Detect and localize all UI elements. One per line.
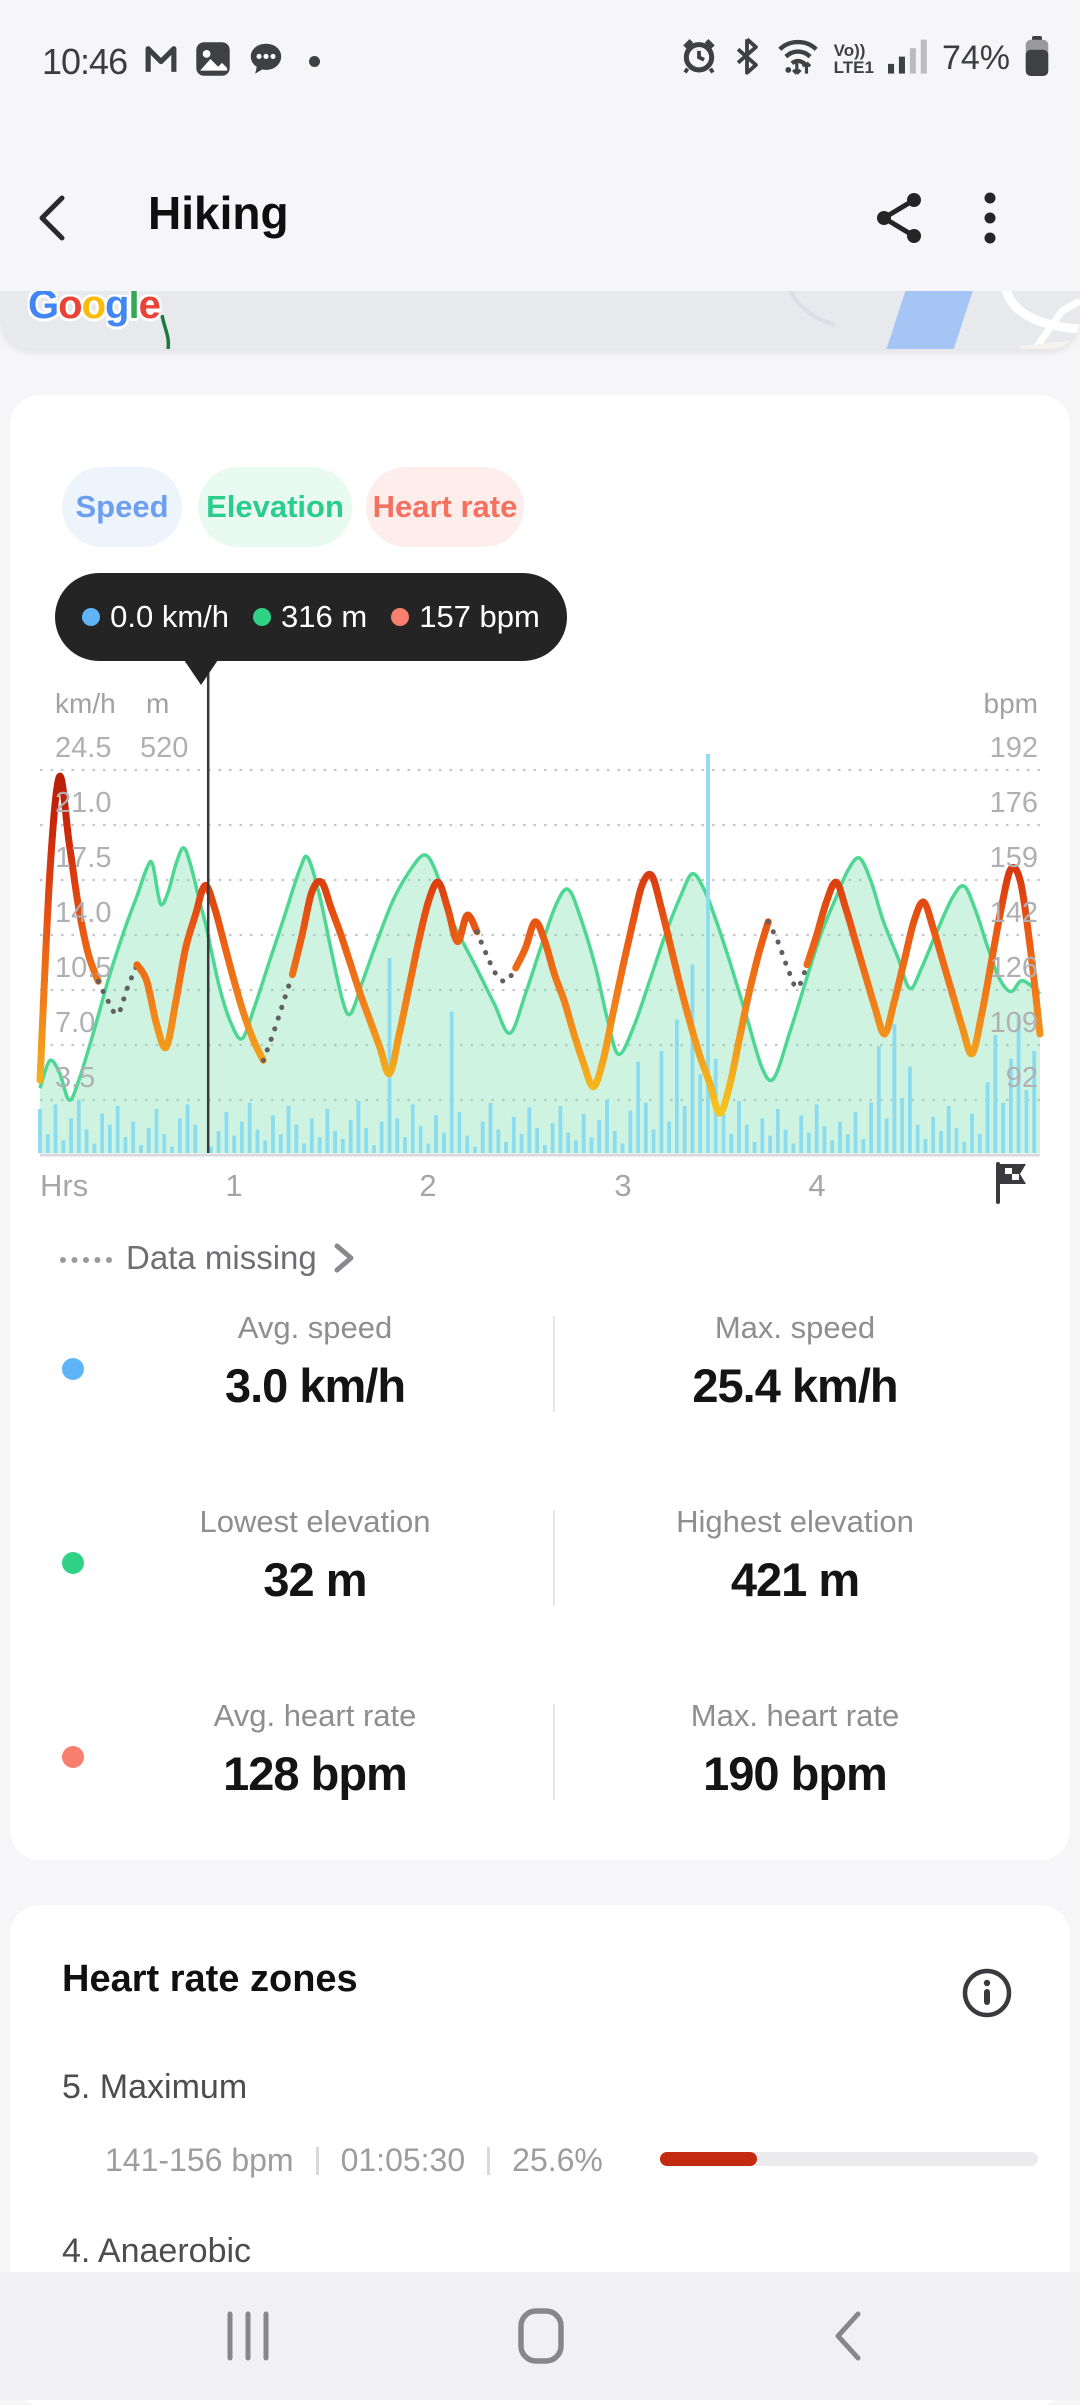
home-icon[interactable] xyxy=(516,2308,566,2369)
tab-heart-rate[interactable]: Heart rate xyxy=(366,467,524,547)
speed-dot xyxy=(82,608,101,626)
volte-badge: Vo)) LTE1 xyxy=(833,40,874,77)
navigation-bar xyxy=(0,2272,1080,2400)
zone-4-name: 4. Anaerobic xyxy=(62,2232,252,2270)
divider xyxy=(553,1704,555,1800)
stat-label: Avg. heart rate xyxy=(213,1698,417,1733)
map-preview[interactable]: Wai Google xyxy=(0,291,1080,349)
zone-5-progress-track xyxy=(660,2152,1038,2166)
tooltip-elevation: 316 m xyxy=(281,599,368,634)
status-bar: 10:46 Vo)) LTE1 74% xyxy=(0,0,1080,88)
elevation-stats-row: Lowest elevation 32 m Highest elevation … xyxy=(10,1504,1070,1624)
zone-duration: 01:05:30 xyxy=(340,2142,466,2178)
recents-icon[interactable] xyxy=(222,2308,274,2369)
divider xyxy=(553,1510,555,1606)
more-menu-button[interactable] xyxy=(962,186,1018,250)
stat-label: Max. heart rate xyxy=(690,1698,900,1733)
gmail-icon xyxy=(143,41,179,82)
gallery-icon xyxy=(195,41,231,82)
speed-dot xyxy=(62,1358,84,1380)
heart-rate-dot xyxy=(62,1746,84,1768)
data-missing-link[interactable]: Data missing xyxy=(60,1238,357,1278)
elevation-dot xyxy=(62,1552,84,1574)
zones-title: Heart rate zones xyxy=(62,1958,358,2000)
tooltip-pointer xyxy=(182,657,220,685)
back-nav-icon[interactable] xyxy=(826,2308,870,2369)
battery-icon xyxy=(1024,36,1050,81)
notification-dot xyxy=(309,56,321,67)
divider xyxy=(487,2146,491,2175)
tab-elevation[interactable]: Elevation xyxy=(198,467,352,547)
divider xyxy=(315,2146,319,2175)
divider xyxy=(553,1316,555,1412)
signal-icon xyxy=(887,37,928,80)
tab-speed[interactable]: Speed xyxy=(62,467,182,547)
zone-5-progress-fill xyxy=(660,2152,757,2166)
zone-5-name: 5. Maximum xyxy=(62,2068,248,2106)
stat-value: 128 bpm xyxy=(223,1747,408,1800)
tooltip-heart-rate: 157 bpm xyxy=(419,599,540,634)
heart-rate-stats-row: Avg. heart rate 128 bpm Max. heart rate … xyxy=(10,1698,1070,1818)
share-button[interactable] xyxy=(868,186,932,250)
elevation-dot xyxy=(253,608,272,626)
page-title: Hiking xyxy=(148,187,289,239)
wifi-calling-icon xyxy=(776,36,820,81)
clock-time: 10:46 xyxy=(42,40,128,82)
stat-label: Avg. speed xyxy=(237,1310,393,1345)
zone-range: 141-156 bpm xyxy=(105,2142,294,2178)
stat-label: Max. speed xyxy=(714,1310,876,1345)
chart-tooltip: 0.0 km/h 316 m 157 bpm xyxy=(55,573,567,661)
zone-percent: 25.6% xyxy=(512,2142,603,2178)
stat-value: 421 m xyxy=(730,1553,860,1606)
back-button[interactable] xyxy=(24,188,84,248)
stat-value: 190 bpm xyxy=(703,1747,888,1800)
dotted-line-icon xyxy=(60,1257,112,1263)
stat-label: Highest elevation xyxy=(676,1504,914,1539)
alarm-icon xyxy=(680,37,718,80)
battery-percent: 74% xyxy=(941,39,1010,77)
finish-flag-icon xyxy=(992,1160,1032,1209)
google-logo: Google xyxy=(28,291,161,327)
map-route-line xyxy=(160,315,171,349)
info-icon[interactable] xyxy=(960,1966,1014,2020)
heart-rate-dot xyxy=(391,608,410,626)
stat-value: 32 m xyxy=(263,1553,367,1606)
tooltip-speed: 0.0 km/h xyxy=(110,599,230,634)
zone-5-detail: 141-156 bpm 01:05:30 25.6% xyxy=(105,2142,603,2179)
chevron-right-icon xyxy=(334,1243,354,1273)
stat-label: Lowest elevation xyxy=(199,1504,431,1539)
stat-value: 25.4 km/h xyxy=(692,1359,898,1412)
stat-value: 3.0 km/h xyxy=(224,1359,406,1412)
bluetooth-icon xyxy=(732,37,762,80)
speed-stats-row: Avg. speed 3.0 km/h Max. speed 25.4 km/h xyxy=(10,1310,1070,1430)
messages-icon xyxy=(247,40,285,83)
